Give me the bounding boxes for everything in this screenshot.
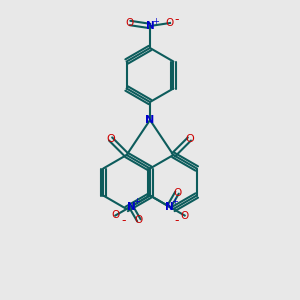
Text: N: N [146,115,154,125]
Text: O: O [181,211,189,220]
Text: O: O [166,18,174,28]
Text: +: + [153,17,159,26]
Text: O: O [135,215,143,225]
Text: O: O [185,134,194,144]
Text: N: N [165,202,173,212]
Text: +: + [134,197,140,206]
Text: N: N [146,21,154,31]
Text: O: O [106,134,115,144]
Text: -: - [175,14,179,26]
Text: -: - [174,214,179,227]
Text: +: + [172,197,178,206]
Text: N: N [127,202,135,212]
Text: O: O [126,18,134,28]
Text: O: O [111,211,119,220]
Text: -: - [121,214,126,227]
Text: O: O [173,188,181,198]
